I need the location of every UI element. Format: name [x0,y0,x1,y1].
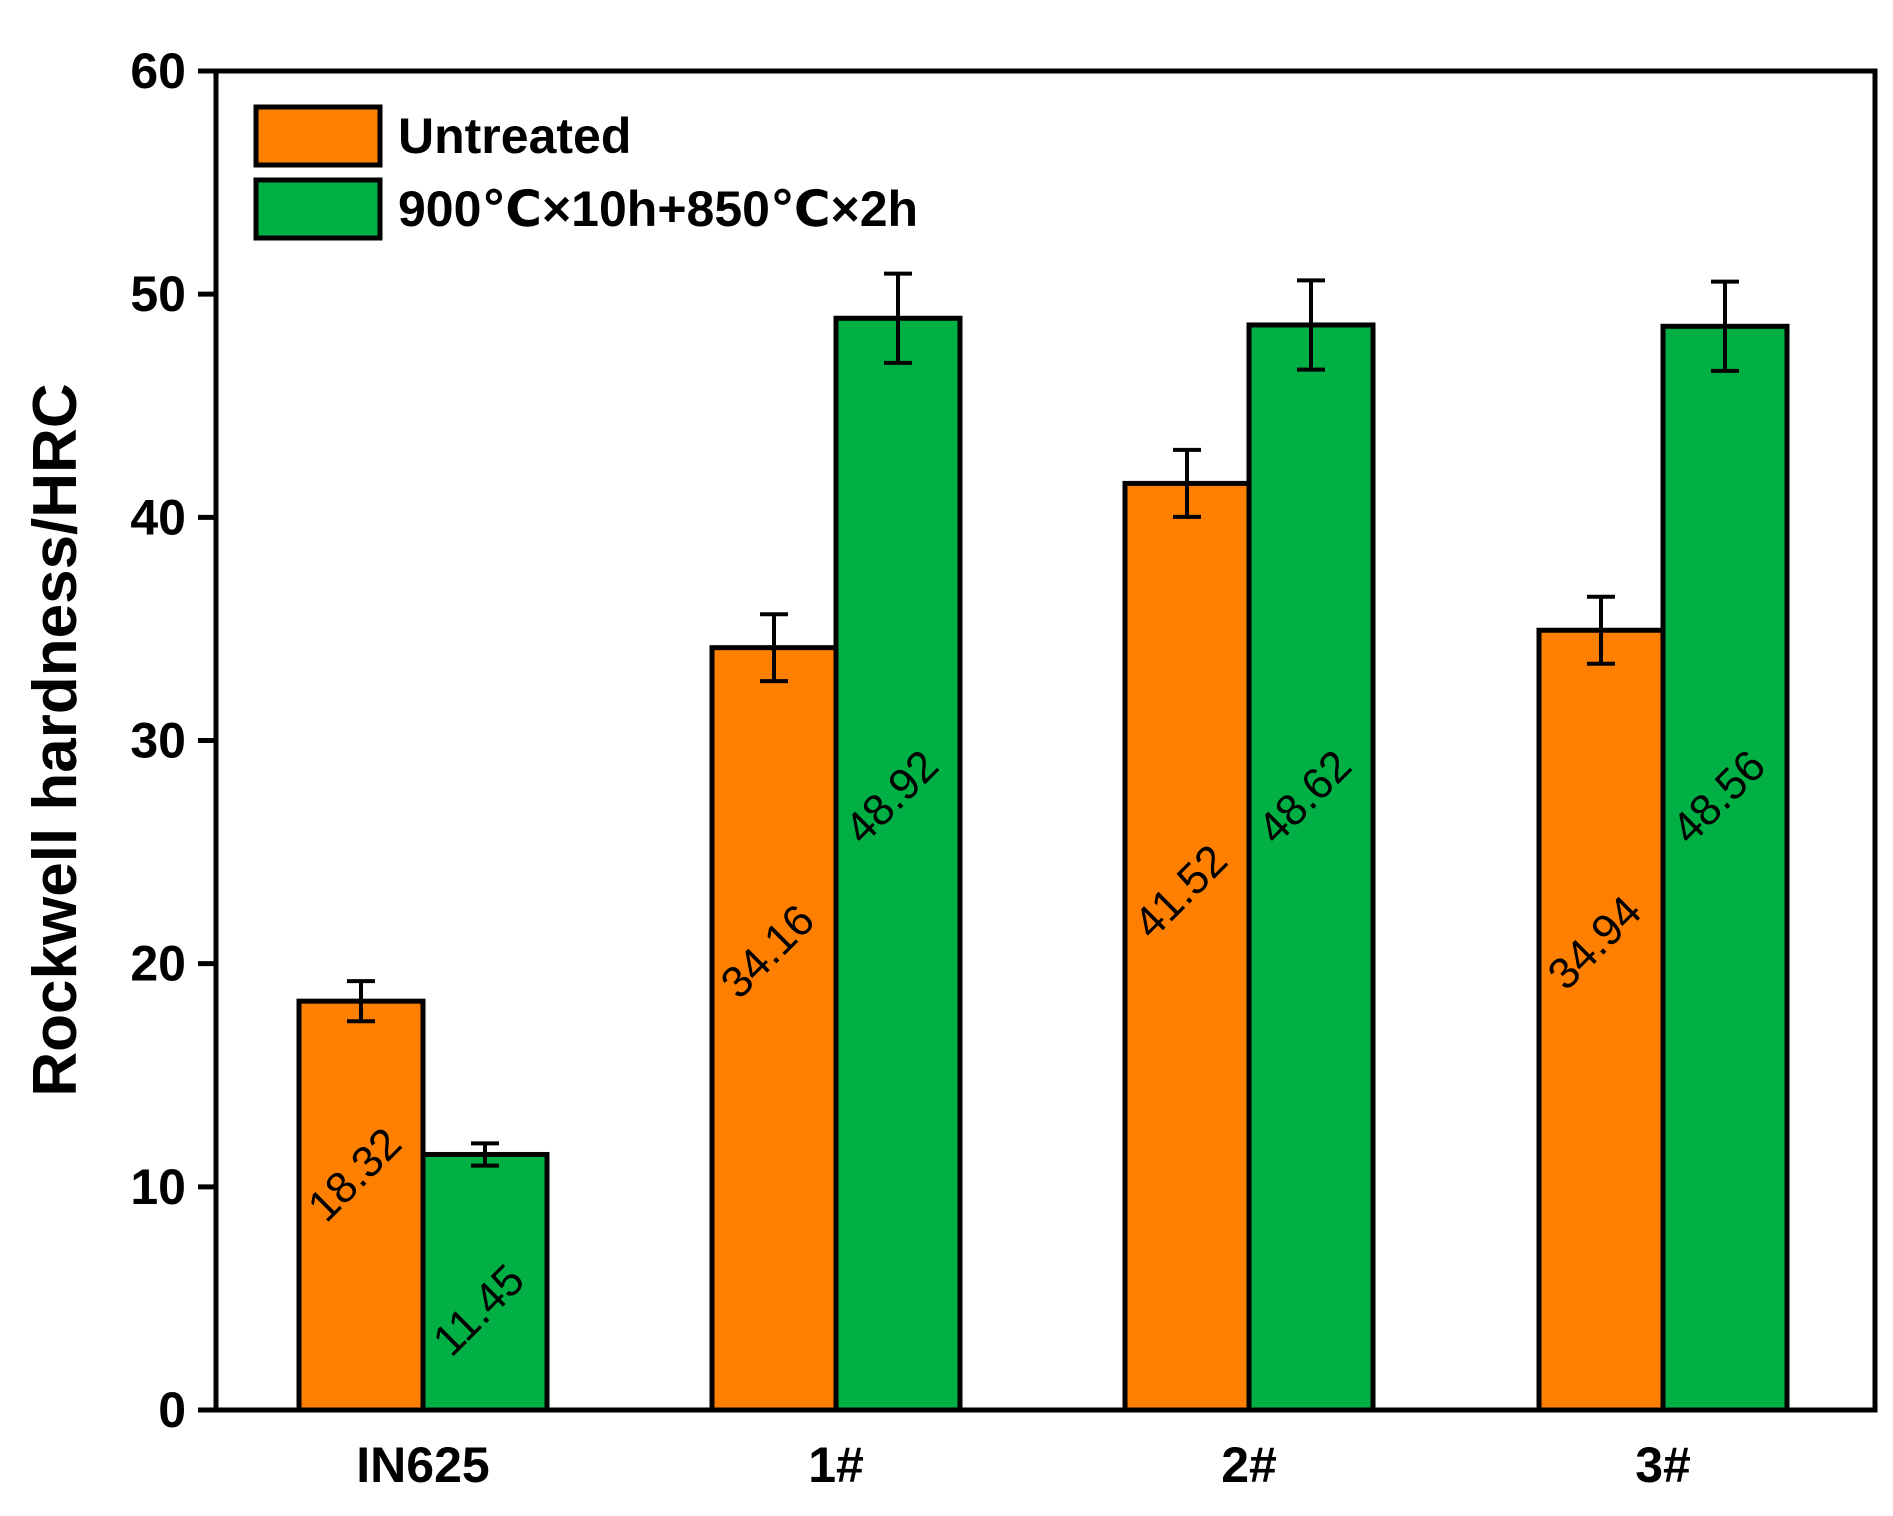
y-tick-label: 40 [130,489,186,545]
x-tick-label: 3# [1635,1437,1691,1493]
y-tick-label: 20 [130,936,186,992]
bar-untreated-2[interactable] [1122,480,1252,1413]
legend-label-untreated: Untreated [398,108,631,164]
bar-untreated-3[interactable] [1536,627,1666,1413]
legend-swatch-untreated [253,104,383,168]
bar-untreated-1[interactable] [709,645,839,1413]
y-tick-label: 10 [130,1159,186,1215]
legend-swatch-treated [253,177,383,241]
y-tick-label: 30 [130,713,186,769]
bars [296,315,1790,1413]
bar-treated-2[interactable] [1246,322,1376,1413]
x-tick-label: 1# [808,1437,864,1493]
y-tick-label: 0 [158,1382,186,1438]
legend: Untreated 900℃×10h+850℃×2h [253,104,918,241]
bar-treated-0[interactable] [420,1151,550,1413]
error-bars [347,271,1739,1168]
x-tick-label: IN625 [356,1437,489,1493]
y-tick-label: 50 [130,266,186,322]
bar-treated-1[interactable] [833,315,963,1413]
y-axis-title: Rockwell hardness/HRC [21,383,90,1096]
legend-label-treated: 900℃×10h+850℃×2h [398,181,918,237]
axes: 0 10 20 30 40 50 60 IN625 1# 2# 3# [130,43,1690,1493]
y-tick-label: 60 [130,43,186,99]
bar-treated-3[interactable] [1660,323,1790,1413]
x-tick-label: 2# [1221,1437,1277,1493]
